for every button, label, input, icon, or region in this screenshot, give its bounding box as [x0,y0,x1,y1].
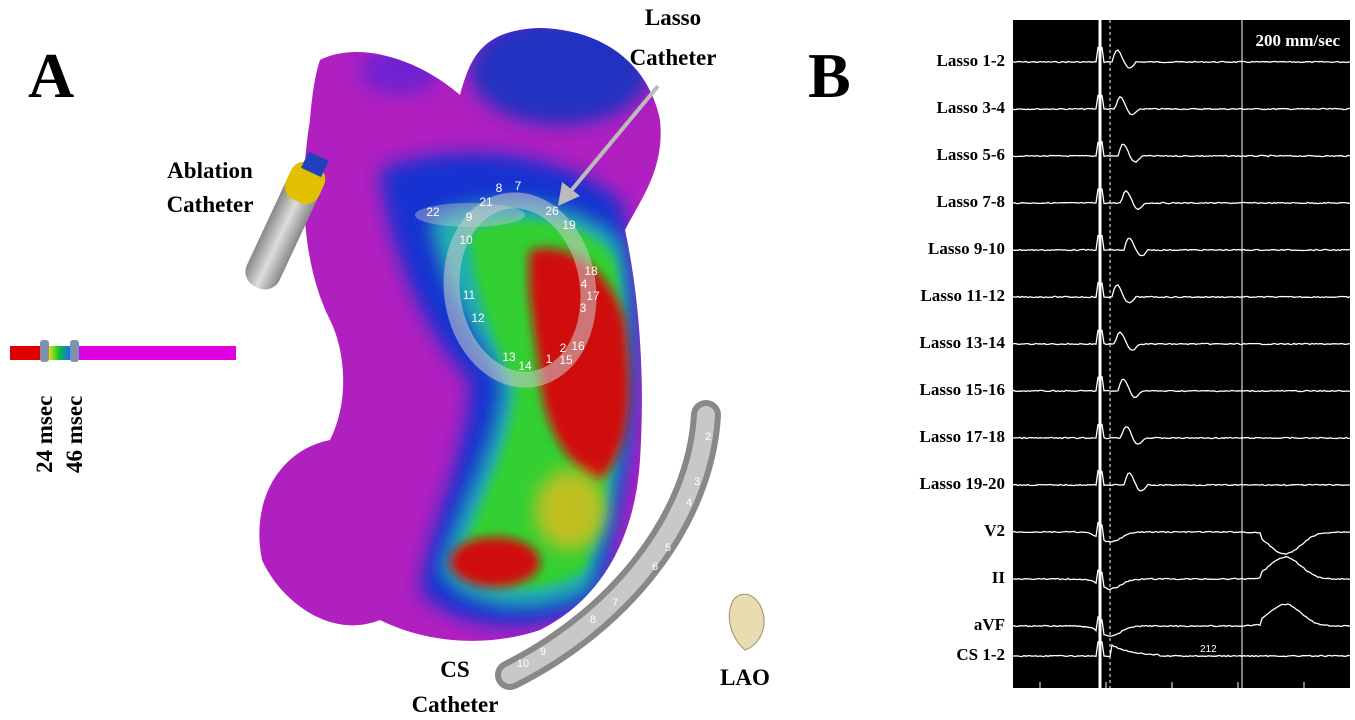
electrode-label: 16 [571,339,585,353]
electrode-label: 7 [515,179,522,193]
channel-label: Lasso 7-8 [937,192,1005,211]
electrode-label: 19 [562,218,576,232]
channel-label: Lasso 17-18 [920,427,1005,446]
electrode-label: 2 [560,341,567,355]
electrode-label: 1 [546,352,553,366]
channel-label: V2 [984,521,1005,540]
egm-panel [1013,20,1350,688]
electrode-label: 21 [479,195,493,209]
annotation: Ablation [167,158,253,183]
electrode-label: 8 [590,614,596,626]
electrode-label: 9 [466,210,473,224]
heart-icon [729,594,764,650]
electrode-label: 12 [471,311,485,325]
measurement: 212 [1200,644,1217,655]
channel-label: Lasso 15-16 [920,380,1005,399]
annotation: CS [440,657,469,682]
panel-label: A [28,40,74,111]
channel-label: Lasso 1-2 [937,51,1005,70]
channel-label: Lasso 19-20 [920,474,1005,493]
activation-map [259,15,660,641]
electrode-label: 3 [694,476,700,488]
electrode-label: 11 [463,288,476,302]
electrode-label: 4 [581,277,588,291]
channel-label: CS 1-2 [956,645,1005,664]
channel-label: aVF [974,615,1005,634]
electrode-label: 15 [559,353,573,367]
electrode-label: 7 [612,597,618,609]
scale-label: 24 msec [32,396,57,473]
speed-label: 200 mm/sec [1255,31,1340,50]
electrode-label: 5 [665,542,671,554]
electrode-label: 10 [459,233,473,247]
page: { "panel_a": { "label": "A", "lasso_cath… [0,0,1355,720]
channel-label: Lasso 9-10 [928,239,1005,258]
annotation: Catheter [630,45,717,70]
scale-label: 46 msec [62,396,87,473]
electrode-label: 22 [426,205,440,219]
electrode-label: 9 [540,646,546,658]
electrode-label: 2 [705,431,711,443]
electrode-label: 4 [686,497,692,509]
color-marker [70,340,79,362]
electrode-label: 6 [652,561,658,573]
panel-label: B [808,40,851,111]
channel-label: Lasso 13-14 [920,333,1006,352]
electrode-label: 13 [502,350,516,364]
electrode-label: 8 [496,181,503,195]
annotation: Lasso [645,5,701,30]
annotation: Catheter [412,692,499,717]
electrode-label: 18 [584,264,598,278]
electrode-label: 17 [586,289,600,303]
channel-label: Lasso 5-6 [937,145,1005,164]
channel-label: Lasso 3-4 [937,98,1006,117]
electrode-label: 26 [545,204,559,218]
view-label: LAO [720,665,770,690]
electrode-label: 10 [517,658,529,670]
annotation: Catheter [167,192,254,217]
channel-label: II [992,568,1006,587]
electrode-label: 3 [580,301,587,315]
figure: A Lasso Catheter Ablation Catheter CS Ca… [0,0,1355,720]
channel-label: Lasso 11-12 [920,286,1005,305]
color-marker [40,340,49,362]
electrode-label: 14 [518,359,532,373]
